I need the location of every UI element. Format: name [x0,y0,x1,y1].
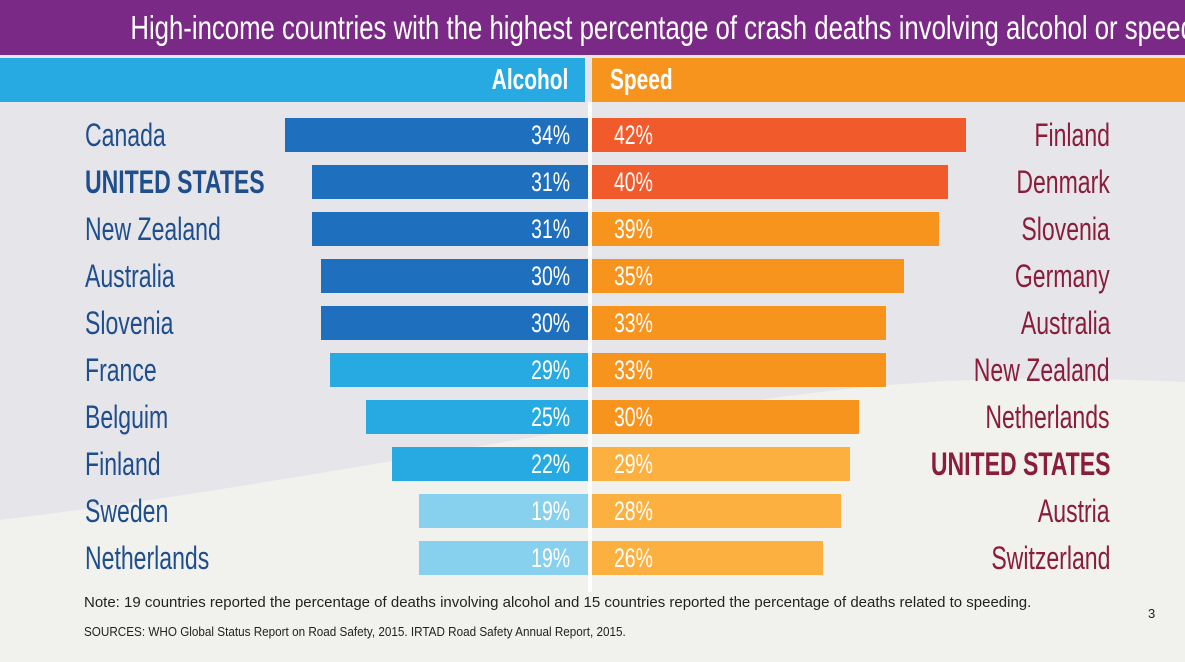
alcohol-bar [312,165,588,199]
speed-country-label: Slovenia [1021,211,1110,247]
speed-country-label: Finland [1034,117,1110,153]
alcohol-bar [285,118,588,152]
alcohol-header-label: Alcohol [491,64,568,96]
alcohol-value-label: 30% [531,261,570,291]
alcohol-bar [312,212,588,246]
alcohol-country-label: UNITED STATES [85,164,265,200]
alcohol-bar [392,447,588,481]
speed-country-label: Australia [1020,305,1110,341]
speed-value-label: 39% [614,214,653,244]
alcohol-country-label: Sweden [85,493,169,529]
speed-value-label: 30% [614,402,653,432]
speed-value-label: 26% [614,543,653,573]
speed-country-label: Netherlands [985,399,1110,435]
sources: SOURCES: WHO Global Status Report on Roa… [84,624,626,639]
speed-country-label: Denmark [1016,164,1110,200]
alcohol-bar [418,494,588,528]
speed-bar [592,353,886,387]
alcohol-value-label: 31% [531,167,570,197]
speed-country-label: Germany [1015,258,1110,294]
speed-value-label: 35% [614,261,653,291]
alcohol-value-label: 22% [531,449,570,479]
alcohol-country-label: New Zealand [85,211,221,247]
alcohol-bar [321,259,588,293]
speed-value-label: 33% [614,308,653,338]
alcohol-country-label: Slovenia [85,305,174,341]
alcohol-country-label: Belguim [85,399,169,435]
speed-value-label: 42% [614,120,653,150]
speed-value-label: 40% [614,167,653,197]
alcohol-bar [329,353,588,387]
alcohol-country-label: Finland [85,446,161,482]
alcohol-value-label: 34% [531,120,570,150]
speed-country-label: Switzerland [990,540,1110,576]
speed-bar [592,212,940,246]
alcohol-country-label: France [85,352,157,388]
speed-country-label: Austria [1038,493,1110,529]
alcohol-country-label: Canada [85,117,166,153]
footnote: Note: 19 countries reported the percenta… [84,594,1032,611]
title-bar [0,0,1185,55]
speed-country-label: UNITED STATES [930,446,1110,482]
alcohol-bar [321,306,588,340]
speed-bar [592,259,904,293]
alcohol-value-label: 25% [531,402,570,432]
center-divider [588,102,592,592]
speed-bar [592,447,851,481]
speed-country-label: New Zealand [974,352,1110,388]
speed-bar [592,541,824,575]
alcohol-value-label: 29% [531,355,570,385]
speed-value-label: 29% [614,449,653,479]
speed-bar [592,118,966,152]
alcohol-bar [365,400,588,434]
speed-header-bar [592,58,1185,102]
chart-title: High-income countries with the highest p… [130,9,1185,46]
speed-header-label: Speed [610,64,673,96]
speed-value-label: 28% [614,496,653,526]
alcohol-country-label: Netherlands [85,540,210,576]
speed-bar [592,165,948,199]
alcohol-bar [418,541,588,575]
speed-bar [592,400,859,434]
speed-bar [592,306,886,340]
alcohol-country-label: Australia [85,258,175,294]
speed-bar [592,494,842,528]
page-number: 3 [1148,606,1156,621]
alcohol-value-label: 19% [531,496,570,526]
speed-value-label: 33% [614,355,653,385]
alcohol-value-label: 31% [531,214,570,244]
alcohol-header-bar [0,58,585,102]
alcohol-value-label: 30% [531,308,570,338]
alcohol-value-label: 19% [531,543,570,573]
